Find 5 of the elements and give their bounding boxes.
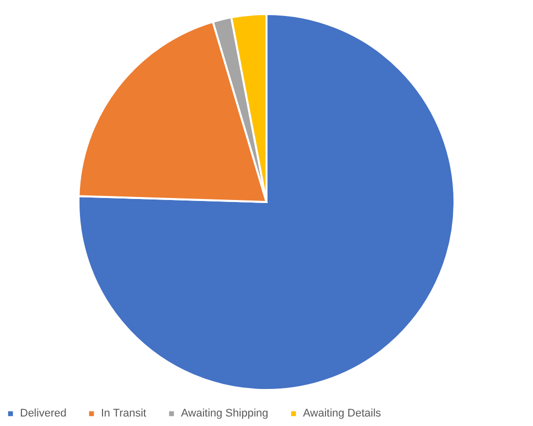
pie-slice <box>78 13 456 391</box>
legend-label: Awaiting Details <box>303 408 382 420</box>
legend-label: Delivered <box>20 408 66 420</box>
legend-label: In Transit <box>101 408 146 420</box>
legend-label: Awaiting Shipping <box>181 408 268 420</box>
